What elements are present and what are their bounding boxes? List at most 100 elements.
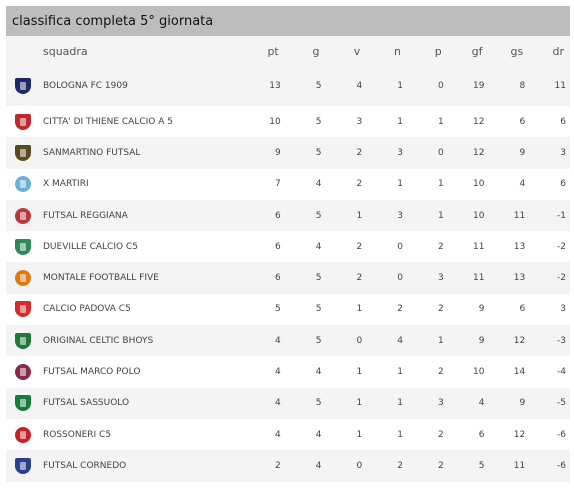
table-row[interactable]: CALCIO PADOVA C5 5 5 1 2 2 9 6 3 — [6, 293, 570, 326]
team-logo-cell — [6, 419, 39, 450]
cell-pt: 9 — [275, 147, 281, 158]
cell-p: 1 — [438, 179, 444, 190]
cell-dr: -6 — [557, 429, 566, 440]
cell-v: 0 — [356, 460, 363, 471]
cell-gs: 13 — [513, 273, 526, 284]
team-name[interactable]: CITTA' DI THIENE CALCIO A 5 — [43, 116, 173, 127]
cell-gf: 6 — [478, 429, 485, 440]
team-name[interactable]: DUEVILLE CALCIO C5 — [43, 241, 138, 252]
table-row[interactable]: SANMARTINO FUTSAL 9 5 2 3 0 12 9 3 — [6, 137, 570, 169]
cell-pt: 6 — [275, 210, 281, 221]
cell-g: 4 — [315, 460, 322, 471]
header-gs[interactable]: gs — [510, 44, 524, 58]
table-row[interactable]: FUTSAL SASSUOLO 4 5 1 1 3 4 9 -5 — [6, 387, 570, 419]
cell-pt: 6 — [275, 273, 281, 284]
cell-v: 1 — [356, 429, 363, 440]
cell-n: 0 — [397, 273, 403, 284]
header-v[interactable]: v — [353, 44, 361, 58]
team-logo-cell — [6, 450, 39, 481]
header-team[interactable]: squadra — [43, 44, 88, 58]
team-name[interactable]: FUTSAL MARCO POLO — [43, 367, 141, 378]
table-row[interactable]: CITTA' DI THIENE CALCIO A 5 10 5 3 1 1 12 6 6 — [6, 106, 570, 138]
cell-p: 2 — [438, 429, 444, 440]
cell-dr: -1 — [557, 210, 566, 221]
cell-v: 1 — [356, 367, 363, 378]
cell-g: 4 — [315, 241, 322, 252]
team-name[interactable]: BOLOGNA FC 1909 — [43, 81, 128, 91]
team-name[interactable]: X MARTIRI — [43, 179, 89, 190]
cell-gf: 10 — [473, 179, 485, 190]
cell-gf: 9 — [478, 335, 485, 346]
team-logo-cell — [6, 106, 39, 137]
team-name[interactable]: FUTSAL SASSUOLO — [43, 398, 130, 409]
team-name[interactable]: FUTSAL REGGIANA — [43, 210, 128, 221]
cell-gs: 11 — [513, 460, 526, 471]
team-name[interactable]: CALCIO PADOVA C5 — [43, 304, 131, 315]
cell-v: 1 — [356, 398, 363, 409]
table-row[interactable]: DUEVILLE CALCIO C5 6 4 2 0 2 11 13 -2 — [6, 231, 570, 263]
header-dr[interactable]: dr — [552, 44, 564, 58]
cell-pt: 7 — [275, 179, 281, 190]
cell-gf: 4 — [478, 398, 485, 409]
cell-g: 5 — [315, 273, 322, 284]
header-pt[interactable]: pt — [267, 44, 279, 58]
team-logo-shield-icon — [14, 113, 31, 130]
cell-gs: 9 — [519, 398, 526, 409]
cell-gs: 13 — [513, 241, 526, 252]
cell-g: 5 — [315, 335, 322, 346]
table-row[interactable]: MONTALE FOOTBALL FIVE 6 5 2 0 3 11 13 -2 — [6, 262, 570, 294]
table-row[interactable]: FUTSAL REGGIANA 6 5 1 3 1 10 11 -1 — [6, 199, 570, 232]
cell-gs: 4 — [519, 179, 526, 190]
cell-v: 2 — [356, 241, 363, 252]
team-name[interactable]: ROSSONERI C5 — [43, 429, 112, 440]
cell-n: 1 — [397, 179, 403, 190]
cell-dr: -2 — [557, 273, 566, 284]
cell-gf: 19 — [473, 81, 485, 91]
team-name[interactable]: SANMARTINO FUTSAL — [43, 147, 141, 158]
team-logo-cell — [6, 356, 39, 387]
cell-g: 4 — [315, 429, 322, 440]
team-name[interactable]: ORIGINAL CELTIC BHOYS — [43, 335, 154, 346]
cell-gs: 12 — [513, 429, 526, 440]
table-row[interactable]: X MARTIRI 7 4 2 1 1 10 4 6 — [6, 168, 570, 200]
table-row[interactable]: BOLOGNA FC 1909 13 5 4 1 0 19 8 11 — [6, 66, 570, 106]
cell-gf: 10 — [473, 210, 485, 221]
header-g[interactable]: g — [312, 44, 320, 58]
header-n[interactable]: n — [394, 44, 401, 58]
standings-title: classifica completa 5° giornata — [6, 6, 570, 36]
cell-n: 1 — [397, 429, 403, 440]
cell-gs: 6 — [519, 304, 526, 315]
team-logo-round-icon — [14, 270, 31, 287]
cell-n: 1 — [397, 398, 403, 409]
cell-gf: 10 — [473, 367, 485, 378]
cell-g: 5 — [315, 147, 322, 158]
team-logo-cell — [6, 388, 39, 419]
cell-g: 5 — [315, 210, 322, 221]
header-p[interactable]: p — [434, 44, 442, 58]
cell-gs: 12 — [513, 335, 526, 346]
cell-gf: 12 — [473, 147, 485, 158]
team-logo-cell — [6, 200, 39, 231]
table-row[interactable]: FUTSAL MARCO POLO 4 4 1 1 2 10 14 -4 — [6, 356, 570, 388]
cell-pt: 4 — [275, 429, 281, 440]
team-logo-cell — [6, 137, 39, 168]
table-row[interactable]: FUTSAL CORNEDO 2 4 0 2 2 5 11 -6 — [6, 450, 570, 482]
cell-gs: 6 — [519, 116, 526, 127]
cell-dr: 3 — [560, 304, 566, 315]
team-name[interactable]: FUTSAL CORNEDO — [43, 460, 127, 471]
cell-n: 1 — [397, 116, 403, 127]
cell-pt: 4 — [275, 398, 281, 409]
team-logo-cell — [6, 294, 39, 325]
table-row[interactable]: ORIGINAL CELTIC BHOYS 4 5 0 4 1 9 12 -3 — [6, 325, 570, 357]
cell-dr: 3 — [560, 147, 566, 158]
team-name[interactable]: MONTALE FOOTBALL FIVE — [43, 273, 159, 284]
team-logo-cell — [6, 325, 39, 356]
cell-pt: 2 — [275, 460, 281, 471]
cell-gs: 14 — [513, 367, 526, 378]
team-logo-cell — [6, 262, 39, 293]
table-row[interactable]: ROSSONERI C5 4 4 1 1 2 6 12 -6 — [6, 418, 570, 451]
standings-widget: classifica completa 5° giornata squadra … — [6, 6, 570, 482]
cell-pt: 6 — [275, 241, 281, 252]
header-gf[interactable]: gf — [471, 44, 483, 58]
cell-dr: 11 — [554, 81, 566, 91]
